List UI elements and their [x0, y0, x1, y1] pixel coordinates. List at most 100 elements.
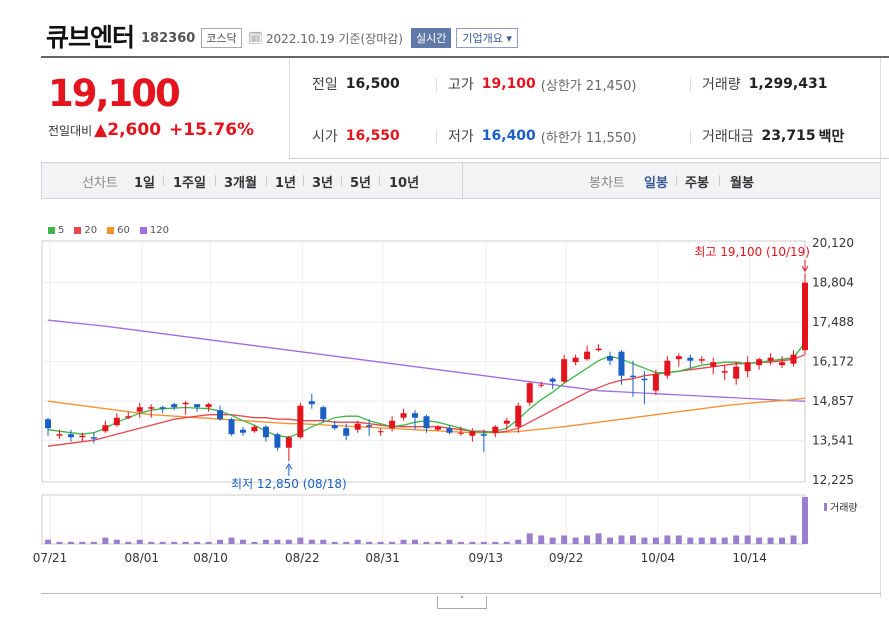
candle-body — [652, 374, 659, 391]
volume-bar — [779, 537, 786, 544]
volume-bar — [136, 539, 143, 544]
realtime-button[interactable]: 실시간 — [411, 27, 452, 48]
volume-bar — [171, 541, 178, 544]
legend-ma5: 5 — [48, 225, 64, 236]
candle-body — [480, 434, 487, 436]
tab-3m[interactable]: 3개월 — [224, 176, 257, 191]
candle-body — [423, 416, 430, 429]
volume-bar — [744, 535, 751, 544]
y-tick-label: 14,857 — [812, 394, 854, 408]
tab-10y[interactable]: 10년 — [389, 176, 420, 191]
candle-body — [297, 405, 304, 438]
tab-1y[interactable]: 1년 — [275, 176, 297, 191]
price-summary: 19,100 전일대비 ▲2,600 +15.76% — [41, 58, 288, 158]
volume-bar — [652, 537, 659, 544]
candle-body — [366, 425, 373, 427]
company-name: 큐브엔터 — [46, 23, 135, 52]
tab-5y[interactable]: 5년 — [350, 176, 372, 191]
candle-body — [526, 383, 533, 403]
tab-monthly[interactable]: 월봉 — [730, 176, 754, 191]
separator — [719, 175, 720, 186]
prev-close-value: 16,500 — [345, 76, 400, 92]
tab-daily[interactable]: 일봉 — [644, 176, 668, 191]
candle-body — [641, 378, 648, 381]
company-info-button[interactable]: 기업개요 ▾ — [456, 27, 518, 48]
tab-3y[interactable]: 3년 — [312, 176, 334, 191]
volume-bar — [687, 537, 694, 544]
separator — [690, 78, 691, 92]
candle-body — [721, 371, 728, 373]
candle-body — [251, 426, 258, 432]
candle-body — [469, 431, 476, 436]
calendar-icon: 🗓 — [247, 30, 263, 45]
prev-close-label: 전일 — [312, 77, 338, 93]
volume: 거래량 1,299,431 — [702, 74, 827, 94]
amount-value: 23,715 — [761, 128, 816, 144]
tab-1w[interactable]: 1주일 — [173, 176, 206, 191]
separator — [215, 175, 216, 186]
candle-body — [274, 434, 281, 448]
candle-body — [503, 420, 510, 424]
candle-body — [664, 360, 671, 376]
candle-body — [733, 366, 740, 379]
volume-bar — [480, 541, 487, 544]
candle-body — [802, 282, 808, 351]
low-price: 저가 16,400 (하한가 11,550) — [448, 126, 636, 146]
x-tick-label: 08/22 — [285, 551, 320, 565]
lower-limit: (하한가 11,550) — [540, 130, 637, 146]
tab-candle-chart[interactable]: 봉차트 — [589, 176, 625, 191]
candle-body — [377, 431, 384, 433]
volume-bar — [343, 541, 350, 544]
candle-body — [171, 404, 178, 408]
volume-bar — [262, 539, 269, 544]
candle-body — [515, 405, 522, 427]
volume-bar — [446, 539, 453, 544]
candle-body — [561, 359, 568, 382]
candle-body — [618, 351, 625, 376]
volume-bar — [377, 541, 384, 544]
volume-legend-label: 거래량 — [830, 502, 858, 514]
candle-body — [584, 351, 591, 360]
volume-value: 1,299,431 — [748, 76, 828, 92]
change-amount: 2,600 — [107, 120, 162, 140]
change-value: ▲2,600 — [94, 120, 161, 140]
separator — [266, 175, 267, 186]
candle-body — [343, 428, 350, 436]
volume-bar — [721, 537, 728, 544]
volume-bar — [526, 533, 533, 544]
separator — [163, 175, 164, 186]
candle-body — [239, 429, 246, 433]
y-tick-label: 20,120 — [812, 236, 854, 250]
high-price: 고가 19,100 (상한가 21,450) — [448, 74, 636, 94]
high-annotation: 최고 19,100 (10/19) — [694, 245, 810, 259]
volume-bar — [492, 541, 499, 544]
candle-body — [744, 362, 751, 372]
volume-bar — [159, 541, 166, 544]
candle-body — [354, 423, 361, 430]
candle-body — [687, 357, 694, 361]
tab-line-chart[interactable]: 선차트 — [82, 176, 118, 191]
high-label: 고가 — [448, 77, 474, 93]
volume-bar — [194, 541, 201, 544]
volume-bar — [90, 541, 97, 544]
y-tick-label: 12,225 — [812, 473, 854, 487]
low-label: 저가 — [448, 129, 474, 145]
upper-limit: (상한가 21,450) — [540, 78, 637, 94]
volume-label: 거래량 — [702, 77, 741, 93]
volume-bar — [251, 541, 258, 544]
volume-bar — [354, 539, 361, 544]
tab-1d[interactable]: 1일 — [134, 176, 156, 191]
volume-bar — [664, 535, 671, 544]
volume-bar — [549, 537, 556, 544]
tab-weekly[interactable]: 주봉 — [685, 176, 709, 191]
candle-body — [217, 410, 224, 420]
separator — [436, 78, 437, 92]
volume-bar — [308, 539, 315, 544]
volume-bar — [239, 539, 246, 544]
separator — [690, 130, 691, 144]
x-tick-label: 09/13 — [469, 551, 504, 565]
collapse-button[interactable]: ˄ — [437, 596, 487, 609]
x-tick-label: 08/01 — [124, 551, 159, 565]
candle-body — [675, 356, 682, 360]
